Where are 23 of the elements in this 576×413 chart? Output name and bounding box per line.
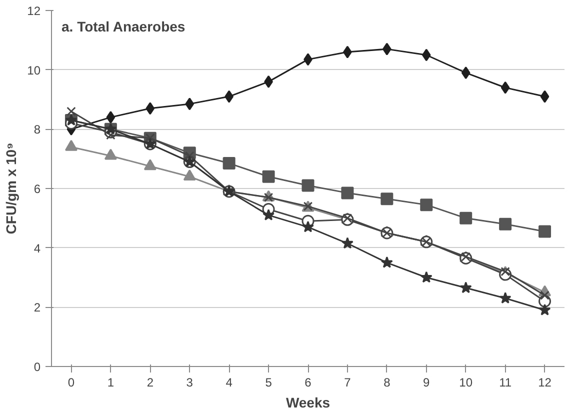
x-tick-label: 2 <box>146 376 154 390</box>
y-tick-label: 2 <box>34 300 41 315</box>
y-tick-label: 0 <box>34 360 41 374</box>
y-tick-label: 8 <box>34 122 41 137</box>
x-tick-label: 7 <box>344 376 352 390</box>
x-tick-label: 1 <box>107 376 114 390</box>
x-tick-label: 9 <box>423 376 430 390</box>
x-tick-label: 5 <box>265 376 272 390</box>
x-tick-label: 6 <box>304 376 312 390</box>
text: a. Total Anaerobes <box>62 18 186 34</box>
x-axis-title: Weeks <box>286 394 330 410</box>
x-tick-label: 0 <box>68 376 75 390</box>
y-tick-label: 6 <box>34 182 41 196</box>
y-tick-label: 10 <box>27 63 41 78</box>
x-tick-label: 12 <box>538 376 552 390</box>
x-tick-label: 10 <box>459 376 473 390</box>
x-tick-label: 4 <box>226 376 233 390</box>
y-axis-title: CFU/gm x 10⁹ <box>3 142 20 234</box>
x-tick-label: 11 <box>499 376 512 390</box>
y-tick-label: 12 <box>27 4 41 18</box>
y-tick-label: 4 <box>34 241 41 256</box>
x-tick-label: 3 <box>186 376 194 390</box>
x-tick-label: 8 <box>384 376 391 390</box>
